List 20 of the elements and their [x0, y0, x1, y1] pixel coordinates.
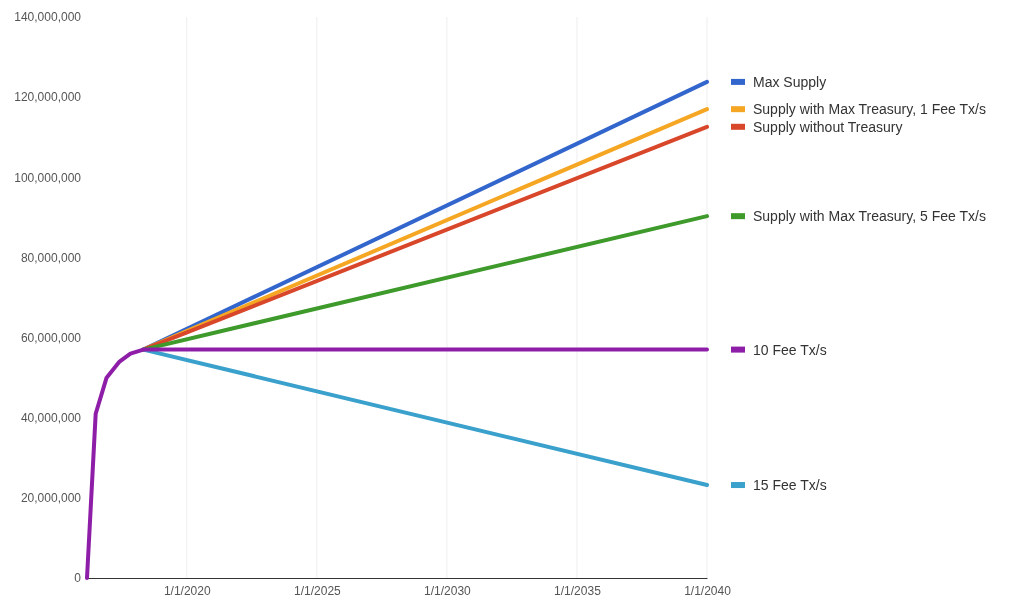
y-tick-label: 140,000,000 [14, 10, 82, 25]
line-series [85, 347, 709, 580]
legend-label: Supply without Treasury [753, 118, 903, 135]
x-tick-label: 1/1/2040 [684, 583, 732, 598]
y-tick-label: 60,000,000 [20, 330, 82, 345]
y-tick-label: 80,000,000 [20, 250, 82, 265]
y-tick-label: 0 [74, 571, 82, 586]
legend-label: 15 Fee Tx/s [753, 477, 827, 494]
y-tick-label: 20,000,000 [20, 491, 82, 506]
x-tick-label: 1/1/2020 [163, 583, 211, 598]
legend-label: Supply with Max Treasury, 1 Fee Tx/s [753, 101, 986, 118]
x-tick-label: 1/1/2035 [554, 583, 602, 598]
y-tick-label: 40,000,000 [20, 411, 82, 426]
x-tick-label: 1/1/2030 [424, 583, 472, 598]
y-tick-label: 120,000,000 [14, 90, 82, 105]
legend-label: Supply with Max Treasury, 5 Fee Tx/s [753, 208, 986, 225]
legend-label: 10 Fee Tx/s [753, 341, 827, 358]
y-tick-label: 100,000,000 [14, 170, 82, 185]
legend-label: Max Supply [753, 73, 827, 90]
x-tick-label: 1/1/2025 [294, 583, 342, 598]
